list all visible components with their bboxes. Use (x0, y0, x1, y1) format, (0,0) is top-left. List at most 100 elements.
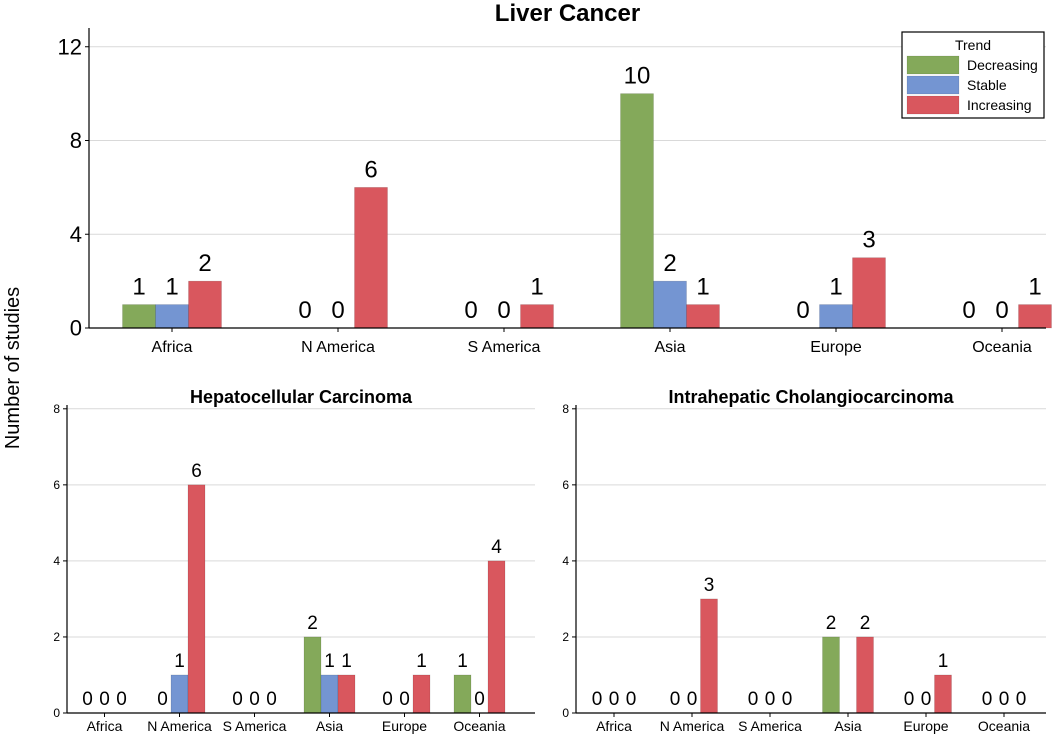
hepatocellular-carcinoma-x-tick-label: Africa (87, 718, 123, 734)
hepatocellular-carcinoma-value-label: 0 (157, 689, 168, 710)
hepatocellular-carcinoma-x-tick-label: S America (223, 718, 287, 734)
liver-cancer-value-label: 0 (962, 297, 975, 324)
intrahepatic-cholangiocarcinoma-bar-n-america-increasing (700, 598, 718, 714)
hepatocellular-carcinoma-value-label: 0 (82, 689, 93, 710)
hepatocellular-carcinoma-bar-europe-increasing (412, 674, 431, 714)
liver-cancer-value-label: 0 (995, 297, 1008, 324)
intrahepatic-cholangiocarcinoma-value-label: 0 (609, 689, 620, 710)
hepatocellular-carcinoma-value-label: 0 (266, 689, 277, 710)
legend-swatch-stable (906, 75, 960, 95)
hepatocellular-carcinoma-value-label: 0 (474, 689, 485, 710)
intrahepatic-cholangiocarcinoma-value-label: 3 (704, 575, 715, 596)
liver-cancer-bar-europe-stable (819, 304, 853, 329)
liver-cancer-bar-n-america-increasing (354, 187, 388, 329)
liver-cancer-value-label: 2 (663, 250, 676, 277)
hepatocellular-carcinoma-bar-oceania-increasing (487, 560, 506, 714)
intrahepatic-cholangiocarcinoma-title: Intrahepatic Cholangiocarcinoma (668, 387, 954, 407)
hepatocellular-carcinoma-x-tick-label: Asia (316, 718, 343, 734)
intrahepatic-cholangiocarcinoma-value-label: 0 (1016, 689, 1027, 710)
hepatocellular-carcinoma-y-tick-label: 0 (53, 706, 60, 720)
liver-cancer-value-label: 3 (862, 227, 875, 254)
hepatocellular-carcinoma-value-label: 1 (341, 651, 352, 672)
liver-cancer-x-tick-label: Africa (152, 339, 193, 356)
hepatocellular-carcinoma-bar-asia-decreasing (303, 636, 322, 714)
liver-cancer-title: Liver Cancer (495, 0, 640, 27)
intrahepatic-cholangiocarcinoma-value-label: 0 (904, 689, 915, 710)
liver-cancer-value-label: 1 (165, 274, 178, 301)
liver-cancer-value-label: 1 (132, 274, 145, 301)
liver-cancer-bar-s-america-increasing (520, 304, 554, 329)
legend: Trend Decreasing Stable Increasing (901, 31, 1045, 119)
intrahepatic-cholangiocarcinoma-value-label: 0 (687, 689, 698, 710)
liver-cancer-y-tick-label: 12 (58, 34, 82, 59)
intrahepatic-cholangiocarcinoma-value-label: 0 (982, 689, 993, 710)
intrahepatic-cholangiocarcinoma-x-tick-label: S America (738, 718, 802, 734)
intrahepatic-cholangiocarcinoma-value-label: 0 (999, 689, 1010, 710)
liver-cancer-x-tick-label: S America (468, 339, 541, 356)
intrahepatic-cholangiocarcinoma-value-label: 0 (765, 689, 776, 710)
intrahepatic-cholangiocarcinoma-y-tick-label: 0 (562, 706, 569, 720)
hepatocellular-carcinoma-value-label: 2 (307, 613, 318, 634)
hepatocellular-carcinoma-bar-asia-increasing (337, 674, 356, 714)
intrahepatic-cholangiocarcinoma-y-tick-label: 8 (562, 402, 569, 416)
liver-cancer-value-label: 1 (696, 274, 709, 301)
intrahepatic-cholangiocarcinoma-y-tick-label: 2 (562, 630, 569, 644)
intrahepatic-cholangiocarcinoma-value-label: 0 (626, 689, 637, 710)
liver-cancer-y-tick-label: 4 (70, 222, 82, 247)
legend-swatch-increasing (906, 95, 960, 115)
legend-label-increasing: Increasing (967, 97, 1032, 113)
hepatocellular-carcinoma-title: Hepatocellular Carcinoma (190, 387, 413, 407)
hepatocellular-carcinoma-y-tick-label: 8 (53, 402, 60, 416)
liver-cancer-x-tick-label: Asia (654, 339, 685, 356)
intrahepatic-cholangiocarcinoma-y-tick-label: 4 (562, 554, 569, 568)
intrahepatic-cholangiocarcinoma-value-label: 0 (782, 689, 793, 710)
intrahepatic-cholangiocarcinoma-value-label: 0 (921, 689, 932, 710)
legend-label-decreasing: Decreasing (967, 57, 1038, 73)
intrahepatic-cholangiocarcinoma-x-tick-label: N America (660, 718, 725, 734)
intrahepatic-cholangiocarcinoma-value-label: 0 (670, 689, 681, 710)
liver-cancer-value-label: 1 (1028, 274, 1041, 301)
hepatocellular-carcinoma-value-label: 0 (249, 689, 260, 710)
liver-cancer-bar-africa-stable (155, 304, 189, 329)
liver-cancer-value-label: 0 (497, 297, 510, 324)
legend-label-stable: Stable (967, 77, 1007, 93)
liver-cancer-value-label: 0 (464, 297, 477, 324)
liver-cancer-bar-asia-decreasing (620, 93, 654, 329)
liver-cancer-value-label: 6 (364, 156, 377, 183)
liver-cancer-value-label: 2 (198, 250, 211, 277)
liver-cancer-bar-oceania-increasing (1018, 304, 1052, 329)
hepatocellular-carcinoma-x-tick-label: N America (147, 718, 212, 734)
hepatocellular-carcinoma-value-label: 4 (491, 537, 502, 558)
intrahepatic-cholangiocarcinoma-y-tick-label: 6 (562, 478, 569, 492)
intrahepatic-cholangiocarcinoma-value-label: 2 (826, 613, 837, 634)
intrahepatic-cholangiocarcinoma-value-label: 0 (592, 689, 603, 710)
hepatocellular-carcinoma-value-label: 0 (116, 689, 127, 710)
hepatocellular-carcinoma-x-tick-label: Oceania (453, 718, 505, 734)
hepatocellular-carcinoma-bar-asia-stable (320, 674, 339, 714)
hepatocellular-carcinoma-y-tick-label: 6 (53, 478, 60, 492)
hepatocellular-carcinoma-y-tick-label: 2 (53, 630, 60, 644)
hepatocellular-carcinoma-y-tick-label: 4 (53, 554, 60, 568)
intrahepatic-cholangiocarcinoma-value-label: 1 (938, 651, 949, 672)
legend-title: Trend (955, 37, 991, 53)
liver-cancer-value-label: 1 (829, 274, 842, 301)
y-axis-label: Number of studies (2, 287, 24, 449)
liver-cancer-x-tick-label: N America (301, 339, 375, 356)
intrahepatic-cholangiocarcinoma-x-tick-label: Asia (834, 718, 861, 734)
intrahepatic-cholangiocarcinoma-x-tick-label: Oceania (978, 718, 1030, 734)
intrahepatic-cholangiocarcinoma-x-tick-label: Europe (903, 718, 948, 734)
liver-cancer-x-tick-label: Oceania (972, 339, 1032, 356)
liver-cancer-bar-europe-increasing (852, 257, 886, 329)
intrahepatic-cholangiocarcinoma-value-label: 0 (748, 689, 759, 710)
liver-cancer-x-tick-label: Europe (810, 339, 862, 356)
liver-cancer-y-tick-label: 8 (70, 128, 82, 153)
hepatocellular-carcinoma-x-tick-label: Europe (382, 718, 427, 734)
hepatocellular-carcinoma-bar-oceania-decreasing (453, 674, 472, 714)
liver-cancer-y-tick-label: 0 (70, 316, 82, 341)
intrahepatic-cholangiocarcinoma-bar-asia-increasing (856, 636, 874, 714)
liver-cancer-bar-asia-increasing (686, 304, 720, 329)
legend-swatch-decreasing (906, 55, 960, 75)
liver-cancer-value-label: 0 (298, 297, 311, 324)
